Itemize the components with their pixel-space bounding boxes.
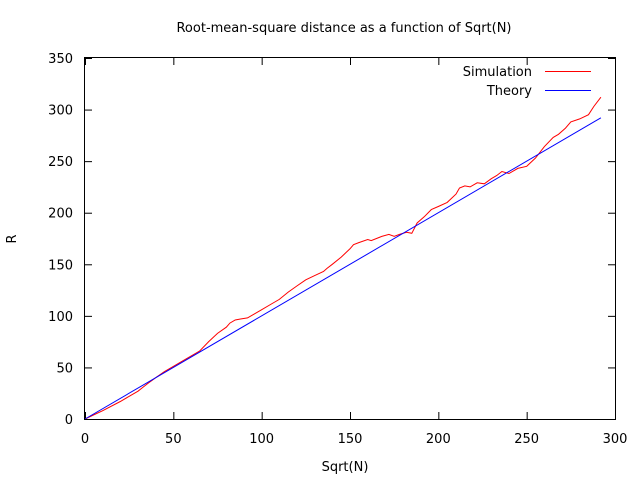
y-tick-label: 50 [56,361,73,376]
y-axis-label: R [5,234,20,243]
axis-ticks: 0 50 100 150 200 250 300 0 50 100 150 200 250 300 350 [48,52,627,447]
y-tick-label: 200 [48,207,73,222]
plot-frame [84,57,616,420]
y-tick-label: 0 [65,413,73,428]
chart-title: Root-mean-square distance as a function … [176,21,511,36]
x-tick-label: 250 [514,432,539,447]
y-tick-label: 300 [48,104,73,119]
series-group [84,96,602,420]
legend-label-theory: Theory [486,84,532,99]
x-tick-label: 150 [338,432,363,447]
x-axis-label: Sqrt(N) [322,460,369,475]
legend: Simulation Theory [463,65,591,99]
x-tick-label: 50 [165,432,182,447]
x-tick-label: 300 [603,432,628,447]
y-tick-label: 150 [48,258,73,273]
y-tick-label: 100 [48,310,73,325]
x-tick-label: 0 [81,432,89,447]
series-line-theory [84,117,602,420]
legend-label-simulation: Simulation [463,65,532,80]
x-tick-label: 200 [426,432,451,447]
y-tick-label: 250 [48,155,73,170]
x-tick-label: 100 [249,432,274,447]
series-line-simulation [84,96,602,420]
y-tick-label: 350 [48,52,73,67]
